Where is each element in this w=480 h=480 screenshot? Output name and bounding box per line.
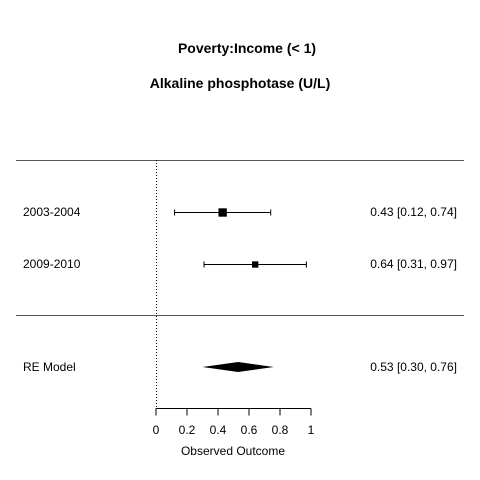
x-tick-label: 0.4: [210, 423, 227, 437]
chart-title: Poverty:Income (< 1): [178, 40, 316, 56]
x-tick-label: 0.6: [241, 423, 258, 437]
x-tick-label: 0.2: [179, 423, 196, 437]
study-estimate-text: 0.43 [0.12, 0.74]: [370, 205, 457, 219]
summary-diamond: [202, 362, 274, 372]
chart-marks: 2003-2004 0.43 [0.12, 0.74] 2009-2010 0.64 …: [23, 160, 457, 437]
x-tick-label: 0: [153, 423, 160, 437]
study-estimate-square: [252, 261, 259, 268]
study-label: 2003-2004: [23, 205, 81, 219]
summary-label: RE Model: [23, 360, 76, 374]
chart-subtitle: Alkaline phosphotase (U/L): [150, 75, 330, 91]
study-estimate-square: [218, 208, 227, 217]
x-tick-label: 1: [308, 423, 315, 437]
x-tick-label: 0.8: [272, 423, 289, 437]
study-estimate-text: 0.64 [0.31, 0.97]: [370, 257, 457, 271]
study-label: 2009-2010: [23, 257, 81, 271]
summary-estimate-text: 0.53 [0.30, 0.76]: [370, 360, 457, 374]
x-axis-label: Observed Outcome: [181, 444, 285, 458]
